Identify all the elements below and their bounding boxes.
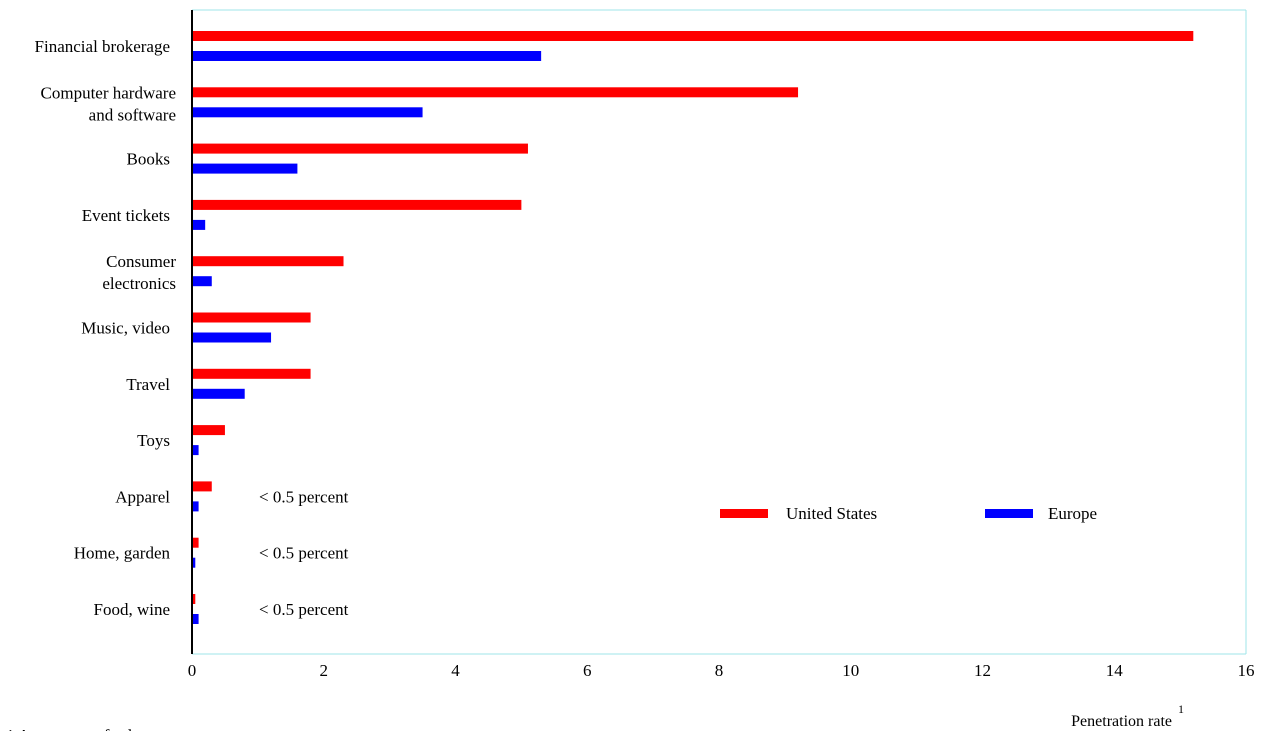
bar-united-states: [192, 481, 212, 492]
bar-europe: [192, 332, 272, 343]
x-tick-label: 8: [715, 661, 724, 680]
bar-europe: [192, 614, 199, 624]
x-tick-label: 6: [583, 661, 592, 680]
legend-label: United States: [786, 504, 877, 523]
annotation-label: < 0.5 percent: [259, 487, 349, 506]
bar-europe: [192, 51, 542, 61]
x-tick-label: 16: [1238, 661, 1255, 680]
bar-europe: [192, 107, 423, 118]
x-tick-label: 10: [842, 661, 859, 680]
bar-united-states: [192, 368, 311, 379]
footnote: 1 As percent of sales: [6, 726, 147, 731]
legend-swatch-united-states: [720, 509, 768, 518]
category-label: Food, wine: [94, 600, 171, 619]
legend-label: Europe: [1048, 504, 1097, 523]
x-tick-label: 12: [974, 661, 991, 680]
bar-europe: [192, 501, 199, 512]
category-label: Computer hardware: [41, 83, 176, 102]
annotation-label: < 0.5 percent: [259, 600, 349, 619]
category-label: Financial brokerage: [35, 37, 170, 56]
legend-swatch-europe: [985, 509, 1033, 518]
bar-europe: [192, 163, 298, 174]
x-tick-label: 0: [188, 661, 197, 680]
x-tick-label: 2: [320, 661, 329, 680]
bar-united-states: [192, 256, 344, 267]
bar-united-states: [192, 537, 199, 548]
bar-europe: [192, 276, 212, 287]
category-label: Home, garden: [74, 544, 171, 563]
x-axis-label-superscript: 1: [1178, 702, 1184, 716]
category-label: Consumer: [106, 252, 176, 271]
bar-united-states: [192, 31, 1194, 41]
category-label: Travel: [126, 375, 170, 394]
x-tick-label: 14: [1106, 661, 1124, 680]
category-label: Music, video: [81, 319, 170, 338]
x-axis-label: Penetration rate: [1071, 713, 1172, 730]
bar-united-states: [192, 143, 528, 154]
bar-united-states: [192, 312, 311, 323]
x-tick-label: 4: [451, 661, 460, 680]
bar-united-states: [192, 199, 522, 210]
category-label: Books: [127, 150, 170, 169]
bar-europe: [192, 388, 245, 399]
bar-united-states: [192, 425, 225, 436]
bar-europe: [192, 445, 199, 456]
category-label: Apparel: [115, 487, 170, 506]
bar-europe: [192, 557, 196, 568]
bar-united-states: [192, 594, 196, 604]
category-label: and software: [89, 105, 176, 124]
annotation-label: < 0.5 percent: [259, 544, 349, 563]
category-label: Event tickets: [82, 206, 170, 225]
bar-europe: [192, 219, 206, 230]
bar-united-states: [192, 87, 799, 98]
category-label: Toys: [137, 431, 170, 450]
category-label: electronics: [102, 274, 176, 293]
